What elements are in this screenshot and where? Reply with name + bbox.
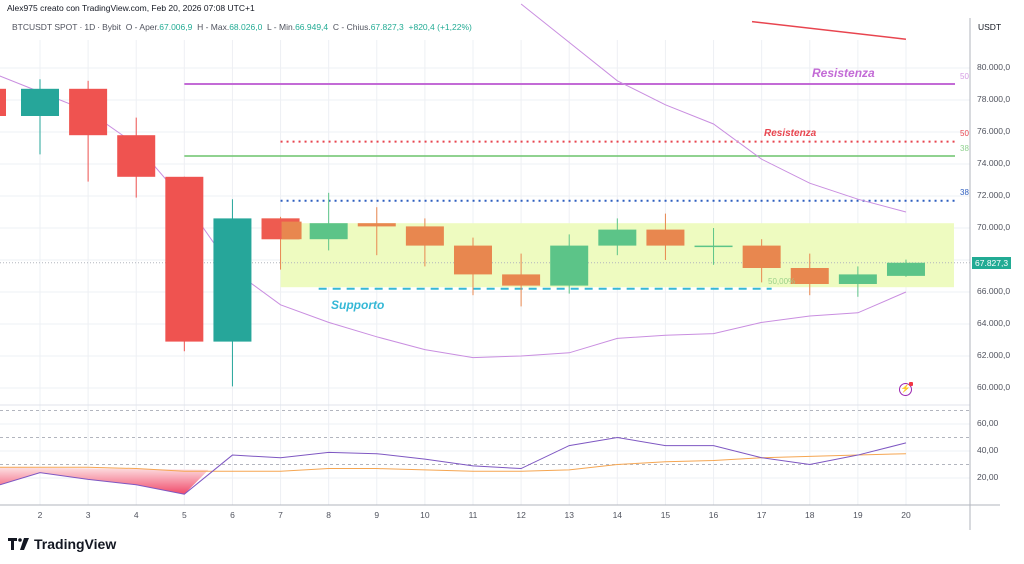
chart-credit: Alex975 creato con TradingView.com, Feb … bbox=[7, 3, 255, 13]
lightning-alert-icon[interactable]: ⚡ bbox=[899, 383, 912, 396]
date-tick: 3 bbox=[85, 510, 91, 520]
close-label: C - Chius. bbox=[332, 22, 371, 32]
date-tick: 16 bbox=[708, 510, 719, 520]
candle-body bbox=[117, 135, 156, 177]
date-tick: 17 bbox=[756, 510, 767, 520]
oscillator-tick: 60,00 bbox=[977, 418, 999, 428]
candle-body bbox=[694, 245, 733, 248]
date-tick: 18 bbox=[805, 510, 815, 520]
candle-body bbox=[21, 88, 59, 116]
candle-body bbox=[0, 88, 6, 116]
date-tick: 20 bbox=[901, 510, 911, 520]
oscillator-tick: 40,00 bbox=[977, 445, 999, 455]
candle-body bbox=[886, 262, 925, 276]
current-price-badge: 67.827,3 bbox=[972, 257, 1012, 269]
date-tick: 13 bbox=[564, 510, 574, 520]
date-tick: 14 bbox=[612, 510, 623, 520]
bollinger-upper bbox=[520, 3, 907, 213]
price-tick: 72.000,0 bbox=[977, 190, 1011, 200]
candle-body bbox=[790, 268, 829, 284]
oscillator-tick: 20,00 bbox=[977, 472, 999, 482]
price-tick: 60.000,0 bbox=[977, 382, 1011, 392]
alert-notification-dot bbox=[909, 382, 913, 386]
price-tick: 76.000,0 bbox=[977, 126, 1011, 136]
candle-body bbox=[550, 245, 589, 286]
resistance-top-label: Resistenza bbox=[812, 66, 875, 80]
low-value: 66.949,4 bbox=[295, 22, 329, 32]
date-tick: 9 bbox=[374, 510, 380, 520]
low-label: L - Min. bbox=[267, 22, 296, 32]
logo-text: TradingView bbox=[34, 536, 117, 552]
fib-38-green-label: 38 bbox=[960, 144, 969, 153]
date-tick: 19 bbox=[853, 510, 863, 520]
price-tick: 78.000,0 bbox=[977, 94, 1011, 104]
candle-body bbox=[646, 229, 685, 246]
candle-body bbox=[213, 218, 252, 342]
candle-body bbox=[357, 223, 396, 227]
red-trendline bbox=[751, 20, 907, 40]
price-tick: 80.000,0 bbox=[977, 62, 1011, 72]
oscillator-line bbox=[0, 436, 907, 495]
close-value: 67.827,3 bbox=[370, 22, 404, 32]
open-value: 67.006,9 bbox=[159, 22, 193, 32]
tradingview-logo-icon bbox=[8, 538, 29, 550]
date-tick: 12 bbox=[516, 510, 526, 520]
interval[interactable]: 1D bbox=[84, 22, 96, 32]
date-tick: 10 bbox=[420, 510, 430, 520]
exchange: Bybit bbox=[102, 22, 121, 32]
date-tick: 11 bbox=[468, 510, 478, 520]
price-tick: 70.000,0 bbox=[977, 222, 1011, 232]
symbol-legend: BTCUSDT SPOT · 1D · Bybit O - Aper.67.006,9 … bbox=[12, 22, 472, 32]
candle-body bbox=[69, 88, 108, 136]
support-label: Supporto bbox=[331, 298, 385, 312]
date-tick: 7 bbox=[278, 510, 283, 520]
candle-body bbox=[165, 176, 204, 342]
fib-50-mid-label: 50 bbox=[960, 129, 969, 138]
candle-body bbox=[405, 226, 444, 246]
tradingview-logo[interactable]: TradingView bbox=[8, 536, 116, 552]
fib-50-top-label: 50 bbox=[960, 72, 969, 81]
currency-unit[interactable]: USDT bbox=[978, 22, 1002, 32]
candle-body bbox=[453, 245, 492, 275]
change-value: +820,4 (+1,22%) bbox=[408, 22, 472, 32]
candle-body bbox=[742, 245, 781, 268]
price-tick: 74.000,0 bbox=[977, 158, 1011, 168]
date-tick: 6 bbox=[230, 510, 235, 520]
resistance-mid-label: Resistenza bbox=[764, 128, 817, 139]
symbol-name[interactable]: BTCUSDT SPOT bbox=[12, 22, 78, 32]
date-tick: 5 bbox=[181, 510, 187, 520]
price-tick: 62.000,0 bbox=[977, 350, 1011, 360]
candle-body bbox=[309, 223, 348, 240]
date-tick: 8 bbox=[326, 510, 332, 520]
candle-body bbox=[838, 274, 877, 284]
date-tick: 15 bbox=[660, 510, 671, 520]
candle-body-overlay bbox=[281, 221, 302, 240]
price-tick: 64.000,0 bbox=[977, 318, 1011, 328]
high-value: 68.026,0 bbox=[229, 22, 263, 32]
price-tick: 66.000,0 bbox=[977, 286, 1011, 296]
open-label: O - Aper. bbox=[125, 22, 160, 32]
high-label: H - Max. bbox=[197, 22, 230, 32]
signal-line bbox=[0, 453, 906, 472]
range-percent-label: 50,00% bbox=[768, 277, 796, 286]
candle-body bbox=[502, 274, 541, 286]
date-tick: 2 bbox=[37, 510, 43, 520]
candle-body bbox=[598, 229, 637, 246]
date-tick: 4 bbox=[133, 510, 139, 520]
fib-38-blue-label: 38 bbox=[960, 188, 969, 197]
